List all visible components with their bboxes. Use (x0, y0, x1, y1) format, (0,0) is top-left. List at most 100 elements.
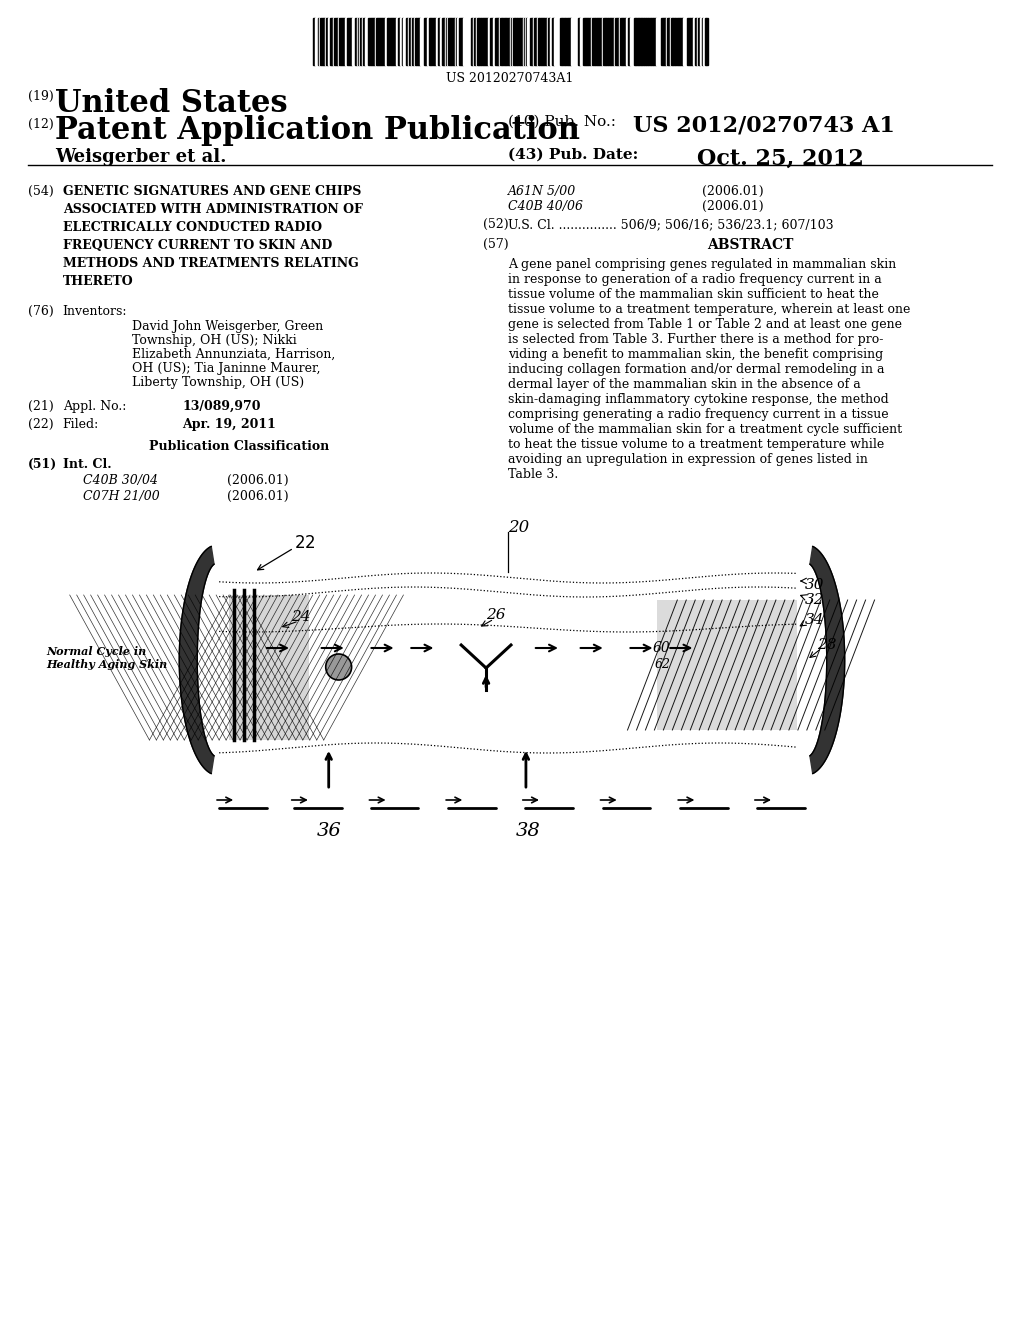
Text: A gene panel comprising genes regulated in mammalian skin
in response to generat: A gene panel comprising genes regulated … (508, 257, 910, 480)
Bar (607, 18, 609, 65)
Bar (648, 18, 651, 65)
Bar (651, 18, 653, 65)
Text: (21): (21) (28, 400, 53, 413)
Bar (400, 18, 402, 65)
Bar (420, 18, 422, 65)
Bar (580, 18, 582, 65)
Bar (513, 18, 515, 65)
Bar (639, 18, 641, 65)
Bar (602, 18, 604, 65)
Bar (354, 18, 356, 65)
Text: Township, OH (US); Nikki: Township, OH (US); Nikki (132, 334, 297, 347)
Bar (605, 18, 607, 65)
Polygon shape (810, 546, 845, 774)
Text: C40B 40/06: C40B 40/06 (508, 201, 583, 213)
Text: (52): (52) (483, 218, 509, 231)
Bar (570, 18, 573, 65)
Text: (51): (51) (28, 458, 57, 471)
Text: 26: 26 (486, 609, 506, 622)
Text: 62: 62 (654, 659, 671, 672)
Bar (560, 18, 562, 65)
Bar (457, 18, 459, 65)
Text: Weisgerber et al.: Weisgerber et al. (54, 148, 226, 166)
Bar (326, 18, 328, 65)
Text: United States: United States (54, 88, 288, 119)
Bar (687, 18, 690, 65)
Bar (319, 18, 323, 65)
Bar (413, 18, 415, 65)
Bar (452, 18, 455, 65)
Text: 32: 32 (805, 593, 824, 607)
Bar (527, 18, 529, 65)
Text: Appl. No.:: Appl. No.: (62, 400, 126, 413)
Bar (434, 18, 436, 65)
Text: 36: 36 (316, 822, 341, 840)
Bar (558, 18, 560, 65)
Bar (626, 18, 628, 65)
Bar (703, 18, 706, 65)
Bar (680, 18, 682, 65)
Bar (334, 18, 337, 65)
Bar (479, 18, 481, 65)
Text: (2006.01): (2006.01) (227, 490, 289, 503)
Bar (506, 18, 509, 65)
Bar (550, 18, 552, 65)
Bar (599, 18, 602, 65)
Text: (2006.01): (2006.01) (702, 201, 764, 213)
Bar (707, 18, 709, 65)
Text: OH (US); Tia Janinne Maurer,: OH (US); Tia Janinne Maurer, (132, 362, 321, 375)
Text: 38: 38 (515, 822, 541, 840)
Text: 24: 24 (291, 610, 310, 624)
Bar (490, 18, 493, 65)
Bar (610, 18, 613, 65)
Bar (449, 18, 451, 65)
Bar (517, 18, 520, 65)
Bar (565, 18, 567, 65)
Bar (347, 18, 349, 65)
Text: 28: 28 (817, 638, 837, 652)
Bar (343, 18, 345, 65)
Bar (403, 18, 407, 65)
Bar (388, 18, 391, 65)
Bar (676, 18, 678, 65)
Text: Elizabeth Annunziata, Harrison,: Elizabeth Annunziata, Harrison, (132, 348, 336, 360)
Bar (657, 601, 797, 730)
Text: U.S. Cl. ............... 506/9; 506/16; 536/23.1; 607/103: U.S. Cl. ............... 506/9; 506/16; … (508, 218, 834, 231)
Bar (616, 18, 618, 65)
Bar (637, 18, 639, 65)
Bar (630, 18, 632, 65)
Text: A61N 5/00: A61N 5/00 (508, 185, 577, 198)
Bar (379, 18, 381, 65)
Text: (10) Pub. No.:: (10) Pub. No.: (508, 115, 616, 129)
Text: 34: 34 (805, 612, 824, 627)
Bar (351, 18, 353, 65)
Text: Oct. 25, 2012: Oct. 25, 2012 (697, 148, 864, 170)
Bar (595, 18, 597, 65)
Bar (425, 18, 427, 65)
Bar (529, 18, 531, 65)
Circle shape (326, 653, 351, 680)
Text: (12): (12) (28, 117, 53, 131)
Bar (623, 18, 625, 65)
Text: (2006.01): (2006.01) (227, 474, 289, 487)
Bar (436, 18, 438, 65)
Bar (554, 18, 556, 65)
Bar (500, 18, 502, 65)
Text: 30: 30 (805, 578, 824, 591)
Text: (43) Pub. Date:: (43) Pub. Date: (508, 148, 638, 162)
Text: Patent Application Publication: Patent Application Publication (54, 115, 580, 147)
Text: C07H 21/00: C07H 21/00 (83, 490, 160, 503)
Bar (690, 18, 692, 65)
Text: Int. Cl.: Int. Cl. (62, 458, 112, 471)
Text: (2006.01): (2006.01) (702, 185, 764, 198)
Bar (410, 18, 412, 65)
Bar (459, 18, 461, 65)
Bar (583, 18, 585, 65)
Bar (515, 18, 517, 65)
Bar (662, 18, 664, 65)
Text: Normal Cycle in
Healthy Aging Skin: Normal Cycle in Healthy Aging Skin (46, 645, 167, 671)
Bar (620, 18, 622, 65)
Text: GENETIC SIGNATURES AND GENE CHIPS
ASSOCIATED WITH ADMINISTRATION OF
ELECTRICALLY: GENETIC SIGNATURES AND GENE CHIPS ASSOCI… (62, 185, 362, 288)
Text: US 20120270743A1: US 20120270743A1 (446, 73, 573, 84)
Bar (339, 18, 341, 65)
